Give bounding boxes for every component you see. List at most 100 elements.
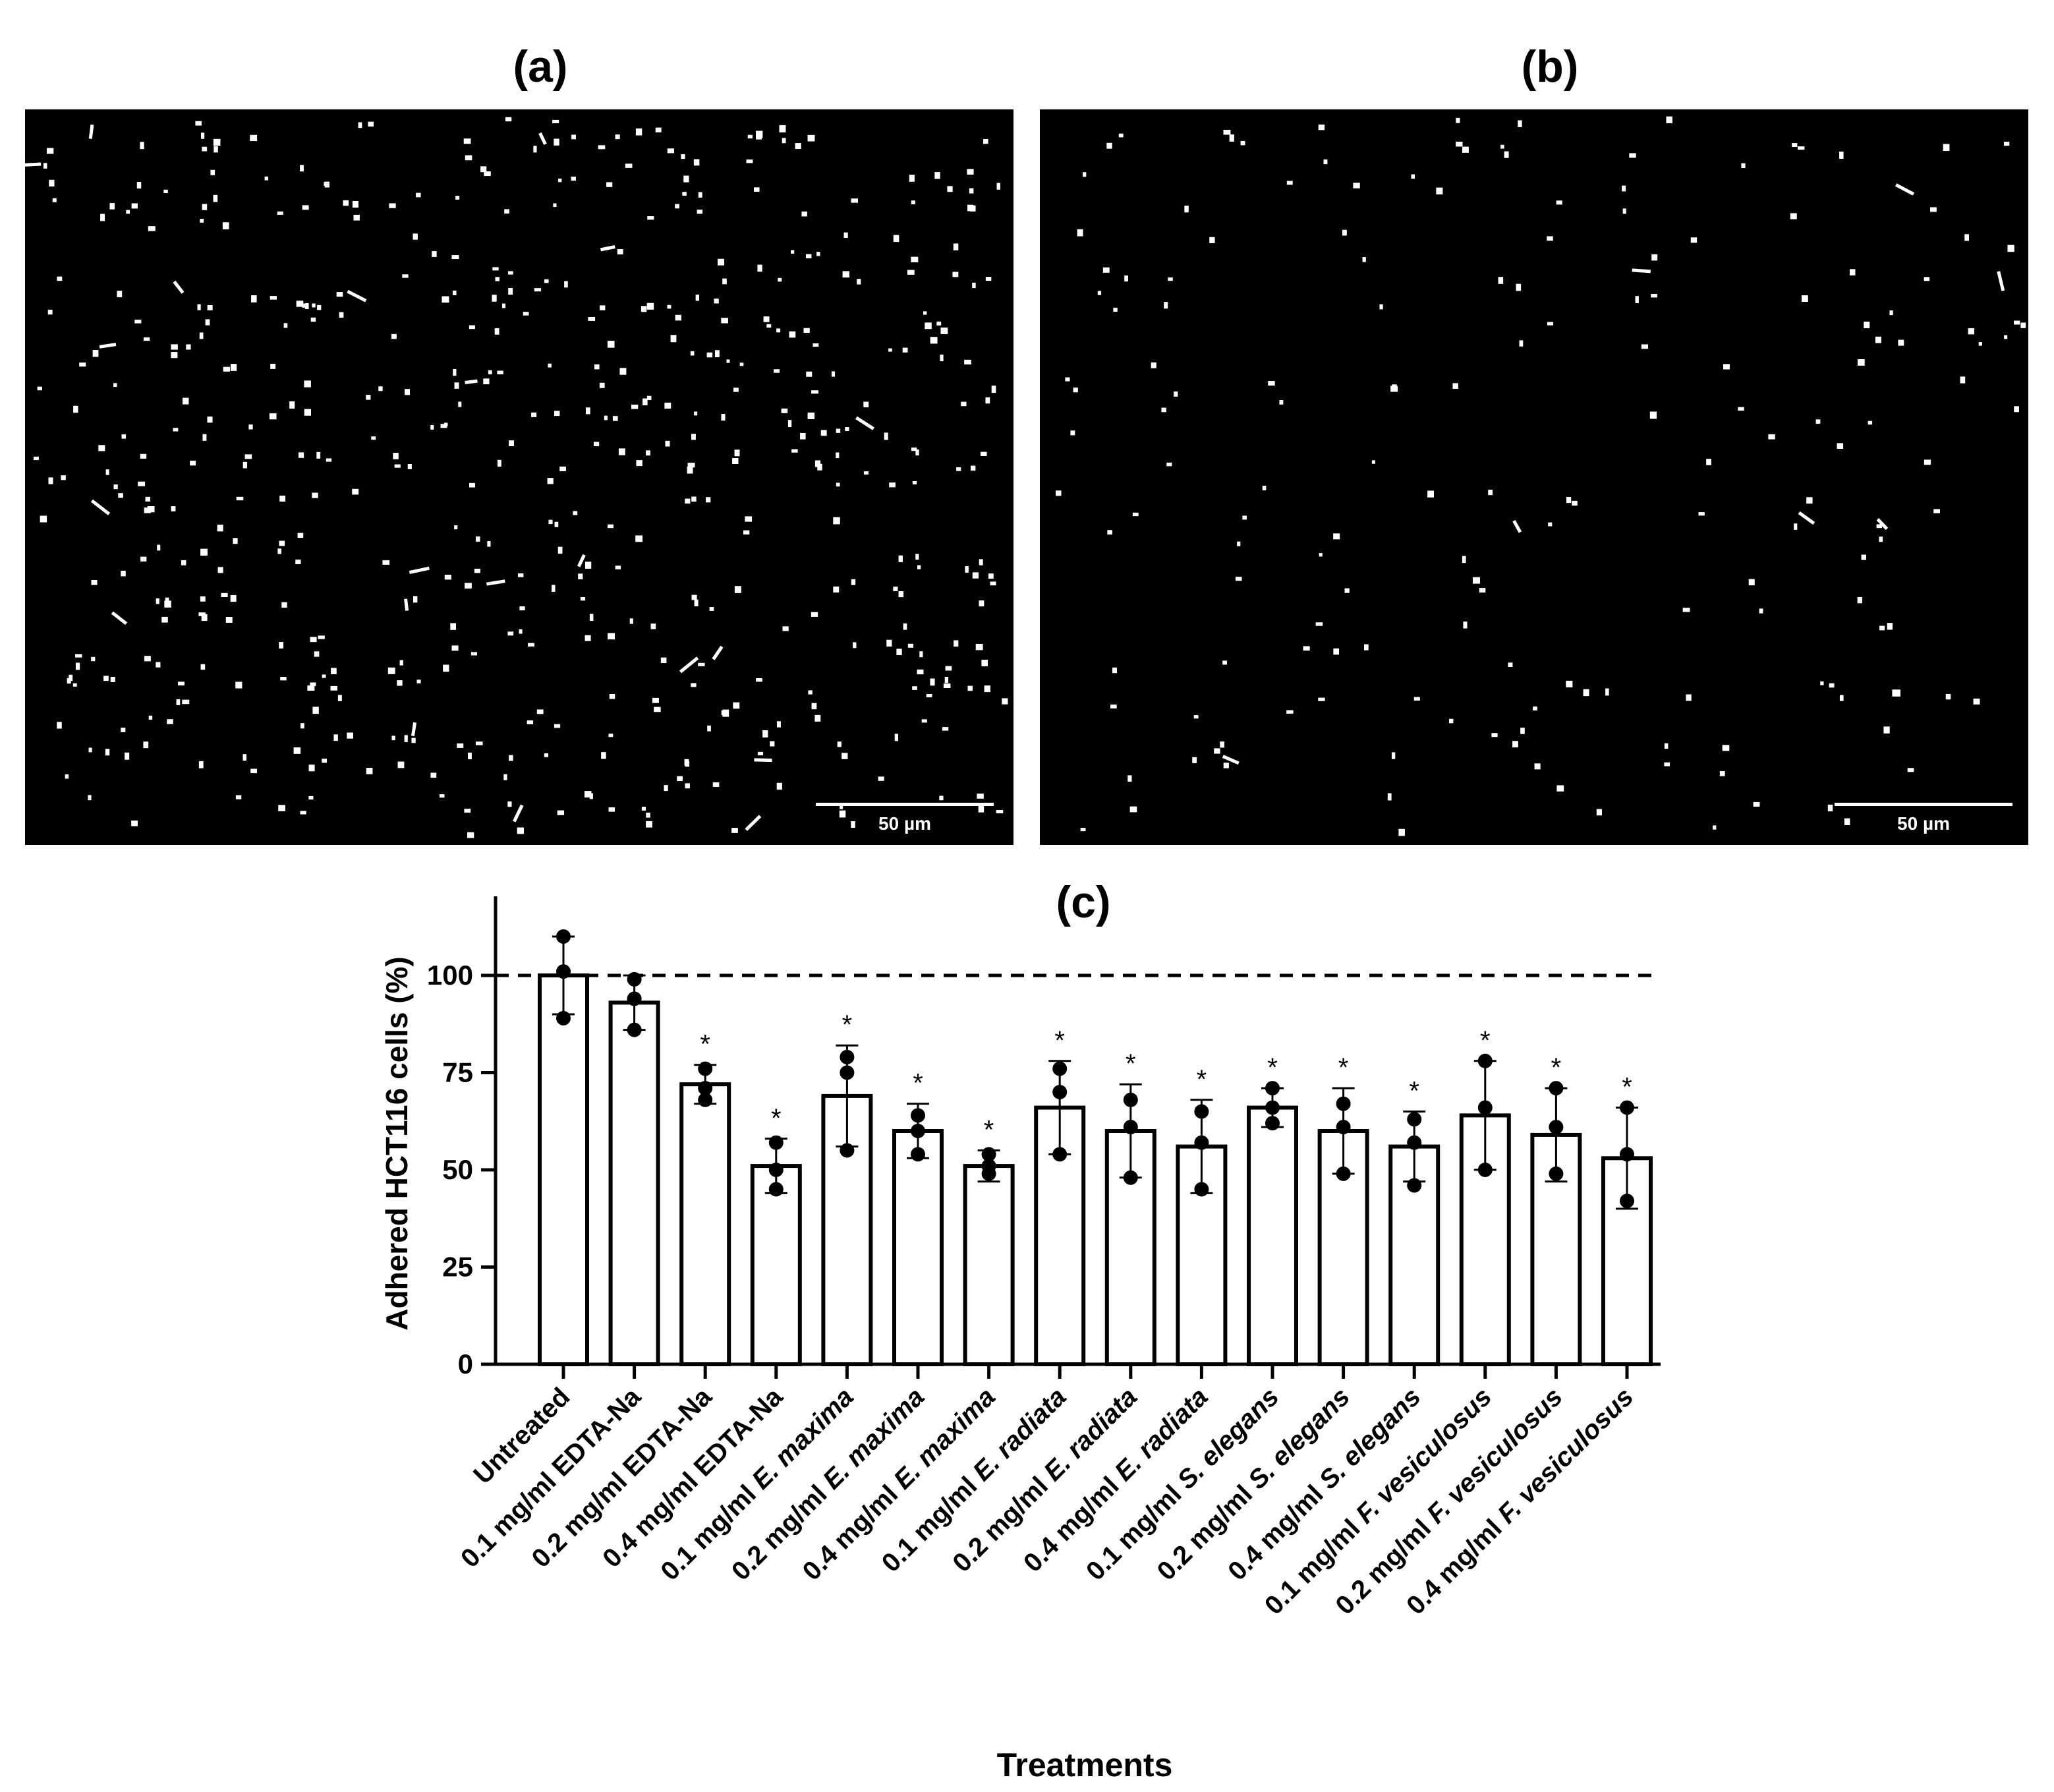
cell-speck [836,428,841,433]
cell-speck [444,575,451,580]
cell-speck-elongated [1876,518,1889,531]
cell-speck [1220,741,1224,748]
cell-speck [1315,622,1323,626]
cell-speck [1333,533,1340,540]
cell-speck [608,524,613,529]
cell-speck [57,276,63,281]
cell-speck [776,721,781,728]
cell-speck [842,271,849,278]
cell-speck [979,600,984,607]
cell-speck [580,597,586,601]
cell-speck [820,430,827,436]
cell-speck [148,506,152,511]
cell-speck [863,471,869,475]
cell-speck [912,480,917,484]
cell-speck [1184,205,1189,213]
cell-speck [945,666,952,671]
cell-speck [91,579,98,585]
cell-speck [915,449,919,456]
cell-speck [1488,490,1493,496]
cell-speck [118,493,123,498]
cell-speck [991,386,996,393]
cell-speck [222,222,229,229]
cell-speck [156,662,161,668]
cell-speck [1924,277,1930,281]
cell-speck [1857,359,1865,366]
cell-speck [833,517,840,525]
cell-speck [509,440,514,447]
cell-speck [607,341,615,348]
cell-speck [176,699,181,705]
cell-speck [1462,146,1469,153]
cell-speck [475,741,483,745]
cell-speck-elongated [754,758,772,763]
cell-speck [330,685,337,691]
replicate-point [1123,1092,1138,1107]
cell-speck [217,525,223,532]
cell-speck [465,583,472,589]
cell-speck [503,774,507,780]
cell-speck [1719,771,1725,776]
cell-speck [726,359,730,363]
cell-speck [1168,277,1173,281]
cell-speck [612,416,618,421]
cell-speck [1065,377,1070,382]
cell-speck [1387,793,1392,801]
cell-speck [693,159,700,166]
cell-speck [339,312,344,318]
cell-speck [1629,153,1636,158]
significance-asterisk: * [984,1116,994,1145]
cell-speck [756,678,762,682]
y-axis-title: Adhered HCT116 cells (%) [380,956,414,1331]
cell-speck [807,412,815,420]
cell-speck-elongated [409,566,430,574]
cell-speck [1390,386,1398,392]
cell-speck [389,203,396,208]
cell-speck [1875,336,1881,343]
cell-speck [1333,648,1340,655]
cell-speck [517,573,524,577]
cell-speck [200,132,205,139]
cell-speck [1651,254,1658,261]
cell-speck [353,214,360,221]
cell-speck [1456,117,1460,123]
cell-speck [912,686,917,690]
cell-speck [695,294,700,301]
bar [892,1129,944,1366]
cell-speck [1794,523,1798,530]
cell-speck [1596,809,1603,816]
cell-speck [79,362,86,367]
significance-asterisk: * [1480,1026,1491,1055]
cell-speck [140,142,144,150]
significance-asterisk: * [1622,1073,1632,1102]
cell-speck [163,189,168,194]
cell-speck [181,560,186,565]
cell-speck [322,759,328,763]
cell-speck [244,454,252,459]
cell-speck [709,607,714,611]
cell-speck [816,252,820,256]
cell-speck [1820,681,1824,685]
cell-speck [1887,623,1893,630]
cell-speck [667,148,674,154]
micrograph-a: 50 µm [25,109,1013,845]
cell-speck [857,279,861,285]
cell-speck [893,235,899,243]
cell-speck [322,674,326,678]
cell-speck [465,155,472,161]
cell-speck [979,559,983,565]
cell-speck [685,761,690,767]
cell-speck [49,179,55,187]
scale-bar-a [816,803,994,806]
cell-speck [685,783,690,789]
cell-speck [148,715,153,720]
cell-speck [1686,694,1692,701]
cell-speck [310,317,316,322]
cell-speck [743,530,750,535]
cell-speck [650,623,656,629]
cell-speck [145,496,151,502]
cell-speck [1491,733,1498,737]
cell-speck [1534,763,1541,770]
cell-speck [182,699,190,705]
cell-speck [1839,152,1844,159]
